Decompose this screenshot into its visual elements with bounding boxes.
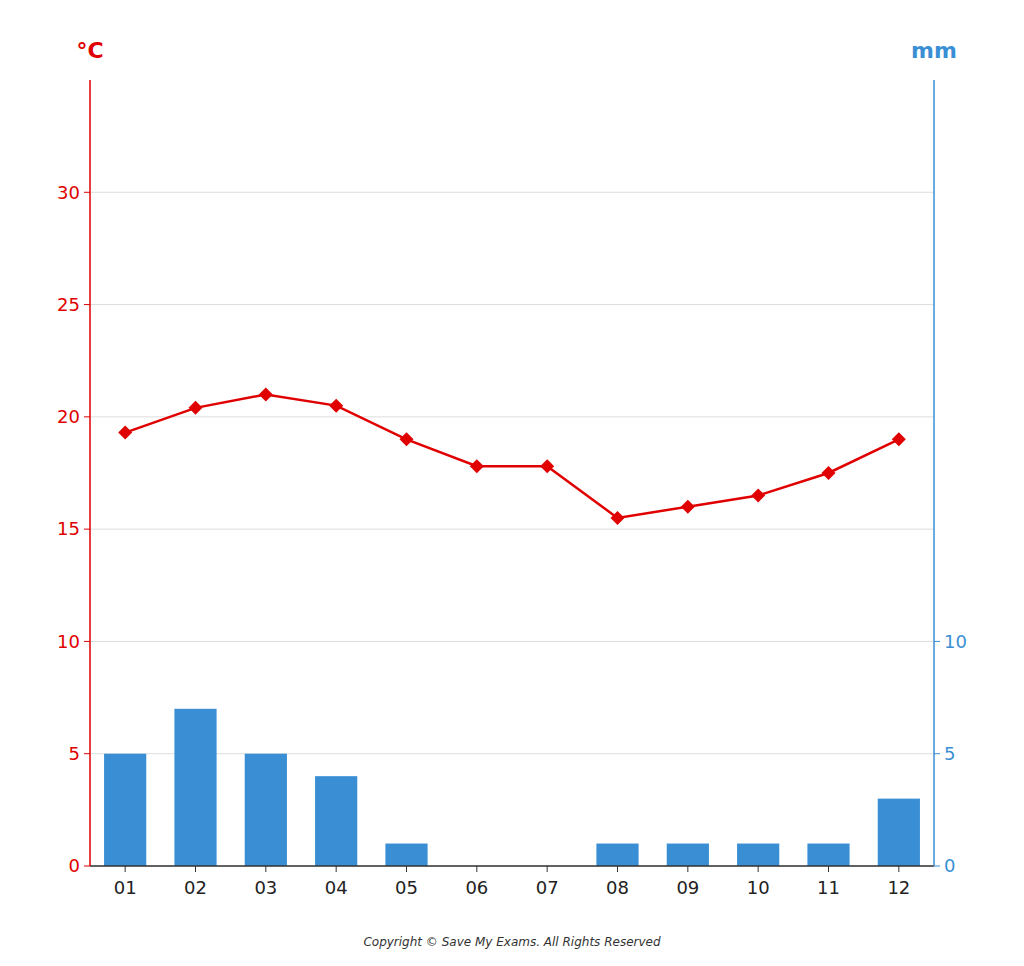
line-marker: [822, 466, 836, 480]
axes: 0102030405060708091011120510152025300510: [57, 80, 967, 898]
bar: [104, 754, 146, 866]
line-marker: [329, 399, 343, 413]
chart-container: 0102030405060708091011120510152025300510…: [0, 0, 1024, 966]
x-tick: [195, 866, 196, 872]
y-tick: [84, 753, 90, 754]
y-tick: [84, 304, 90, 305]
y-tick-label: 5: [69, 743, 80, 764]
y-tick-label: 30: [57, 182, 80, 203]
y2-axis-line: [933, 80, 935, 866]
bar: [737, 844, 779, 866]
bar: [385, 844, 427, 866]
x-tick: [476, 866, 477, 872]
y-tick-label: 10: [57, 631, 80, 652]
y-tick: [84, 866, 90, 867]
x-tick: [898, 866, 899, 872]
x-tick: [547, 866, 548, 872]
line-marker: [681, 500, 695, 514]
line-marker: [540, 459, 554, 473]
bar: [245, 754, 287, 866]
x-tick: [758, 866, 759, 872]
x-tick-label: 01: [114, 877, 137, 898]
line-marker: [259, 387, 273, 401]
y2-tick: [934, 866, 940, 867]
grid-line: [90, 866, 934, 867]
x-tick: [336, 866, 337, 872]
line-marker: [470, 459, 484, 473]
y-tick: [84, 529, 90, 530]
x-tick: [406, 866, 407, 872]
y-tick: [84, 641, 90, 642]
y-tick-label: 0: [69, 855, 80, 876]
grid-line: [90, 304, 934, 305]
x-tick: [828, 866, 829, 872]
x-tick: [265, 866, 266, 872]
x-tick-label: 12: [887, 877, 910, 898]
y2-tick: [934, 641, 940, 642]
y-axis-label: °C: [76, 38, 103, 63]
chart-svg: 0102030405060708091011120510152025300510…: [0, 0, 1024, 966]
grid-line: [90, 641, 934, 642]
x-tick-label: 05: [395, 877, 418, 898]
line-marker: [118, 426, 132, 440]
grid: [90, 192, 934, 866]
x-tick-label: 09: [676, 877, 699, 898]
plot-area: [104, 387, 920, 866]
x-tick-label: 06: [465, 877, 488, 898]
bar: [596, 844, 638, 866]
bar: [315, 776, 357, 866]
line-marker: [400, 432, 414, 446]
y-tick-label: 25: [57, 294, 80, 315]
line-marker: [611, 511, 625, 525]
grid-line: [90, 529, 934, 530]
x-tick-label: 11: [817, 877, 840, 898]
y-axis-line: [89, 80, 91, 866]
grid-line: [90, 192, 934, 193]
y2-axis-label: mm: [911, 38, 957, 63]
y-tick-label: 20: [57, 406, 80, 427]
grid-line: [90, 416, 934, 417]
annotation: Copyright © Save My Exams. All Rights Re…: [363, 935, 661, 949]
y2-tick: [934, 753, 940, 754]
line-marker: [892, 432, 906, 446]
x-tick-label: 07: [536, 877, 559, 898]
line-marker: [189, 401, 203, 415]
bar: [667, 844, 709, 866]
y-tick: [84, 192, 90, 193]
y2-tick-label: 10: [944, 631, 967, 652]
x-tick-label: 08: [606, 877, 629, 898]
temperature-line: [125, 394, 899, 518]
x-tick-label: 03: [254, 877, 277, 898]
y2-tick-label: 0: [944, 855, 955, 876]
x-tick: [687, 866, 688, 872]
bar: [807, 844, 849, 866]
x-axis-line: [90, 865, 934, 867]
x-tick: [125, 866, 126, 872]
y-tick-label: 15: [57, 518, 80, 539]
x-tick-label: 04: [325, 877, 348, 898]
grid-line: [90, 753, 934, 754]
x-tick-label: 10: [747, 877, 770, 898]
x-tick-label: 02: [184, 877, 207, 898]
x-tick: [617, 866, 618, 872]
bar: [174, 709, 216, 866]
y-tick: [84, 416, 90, 417]
y2-tick-label: 5: [944, 743, 955, 764]
bar: [878, 799, 920, 866]
line-marker: [751, 488, 765, 502]
